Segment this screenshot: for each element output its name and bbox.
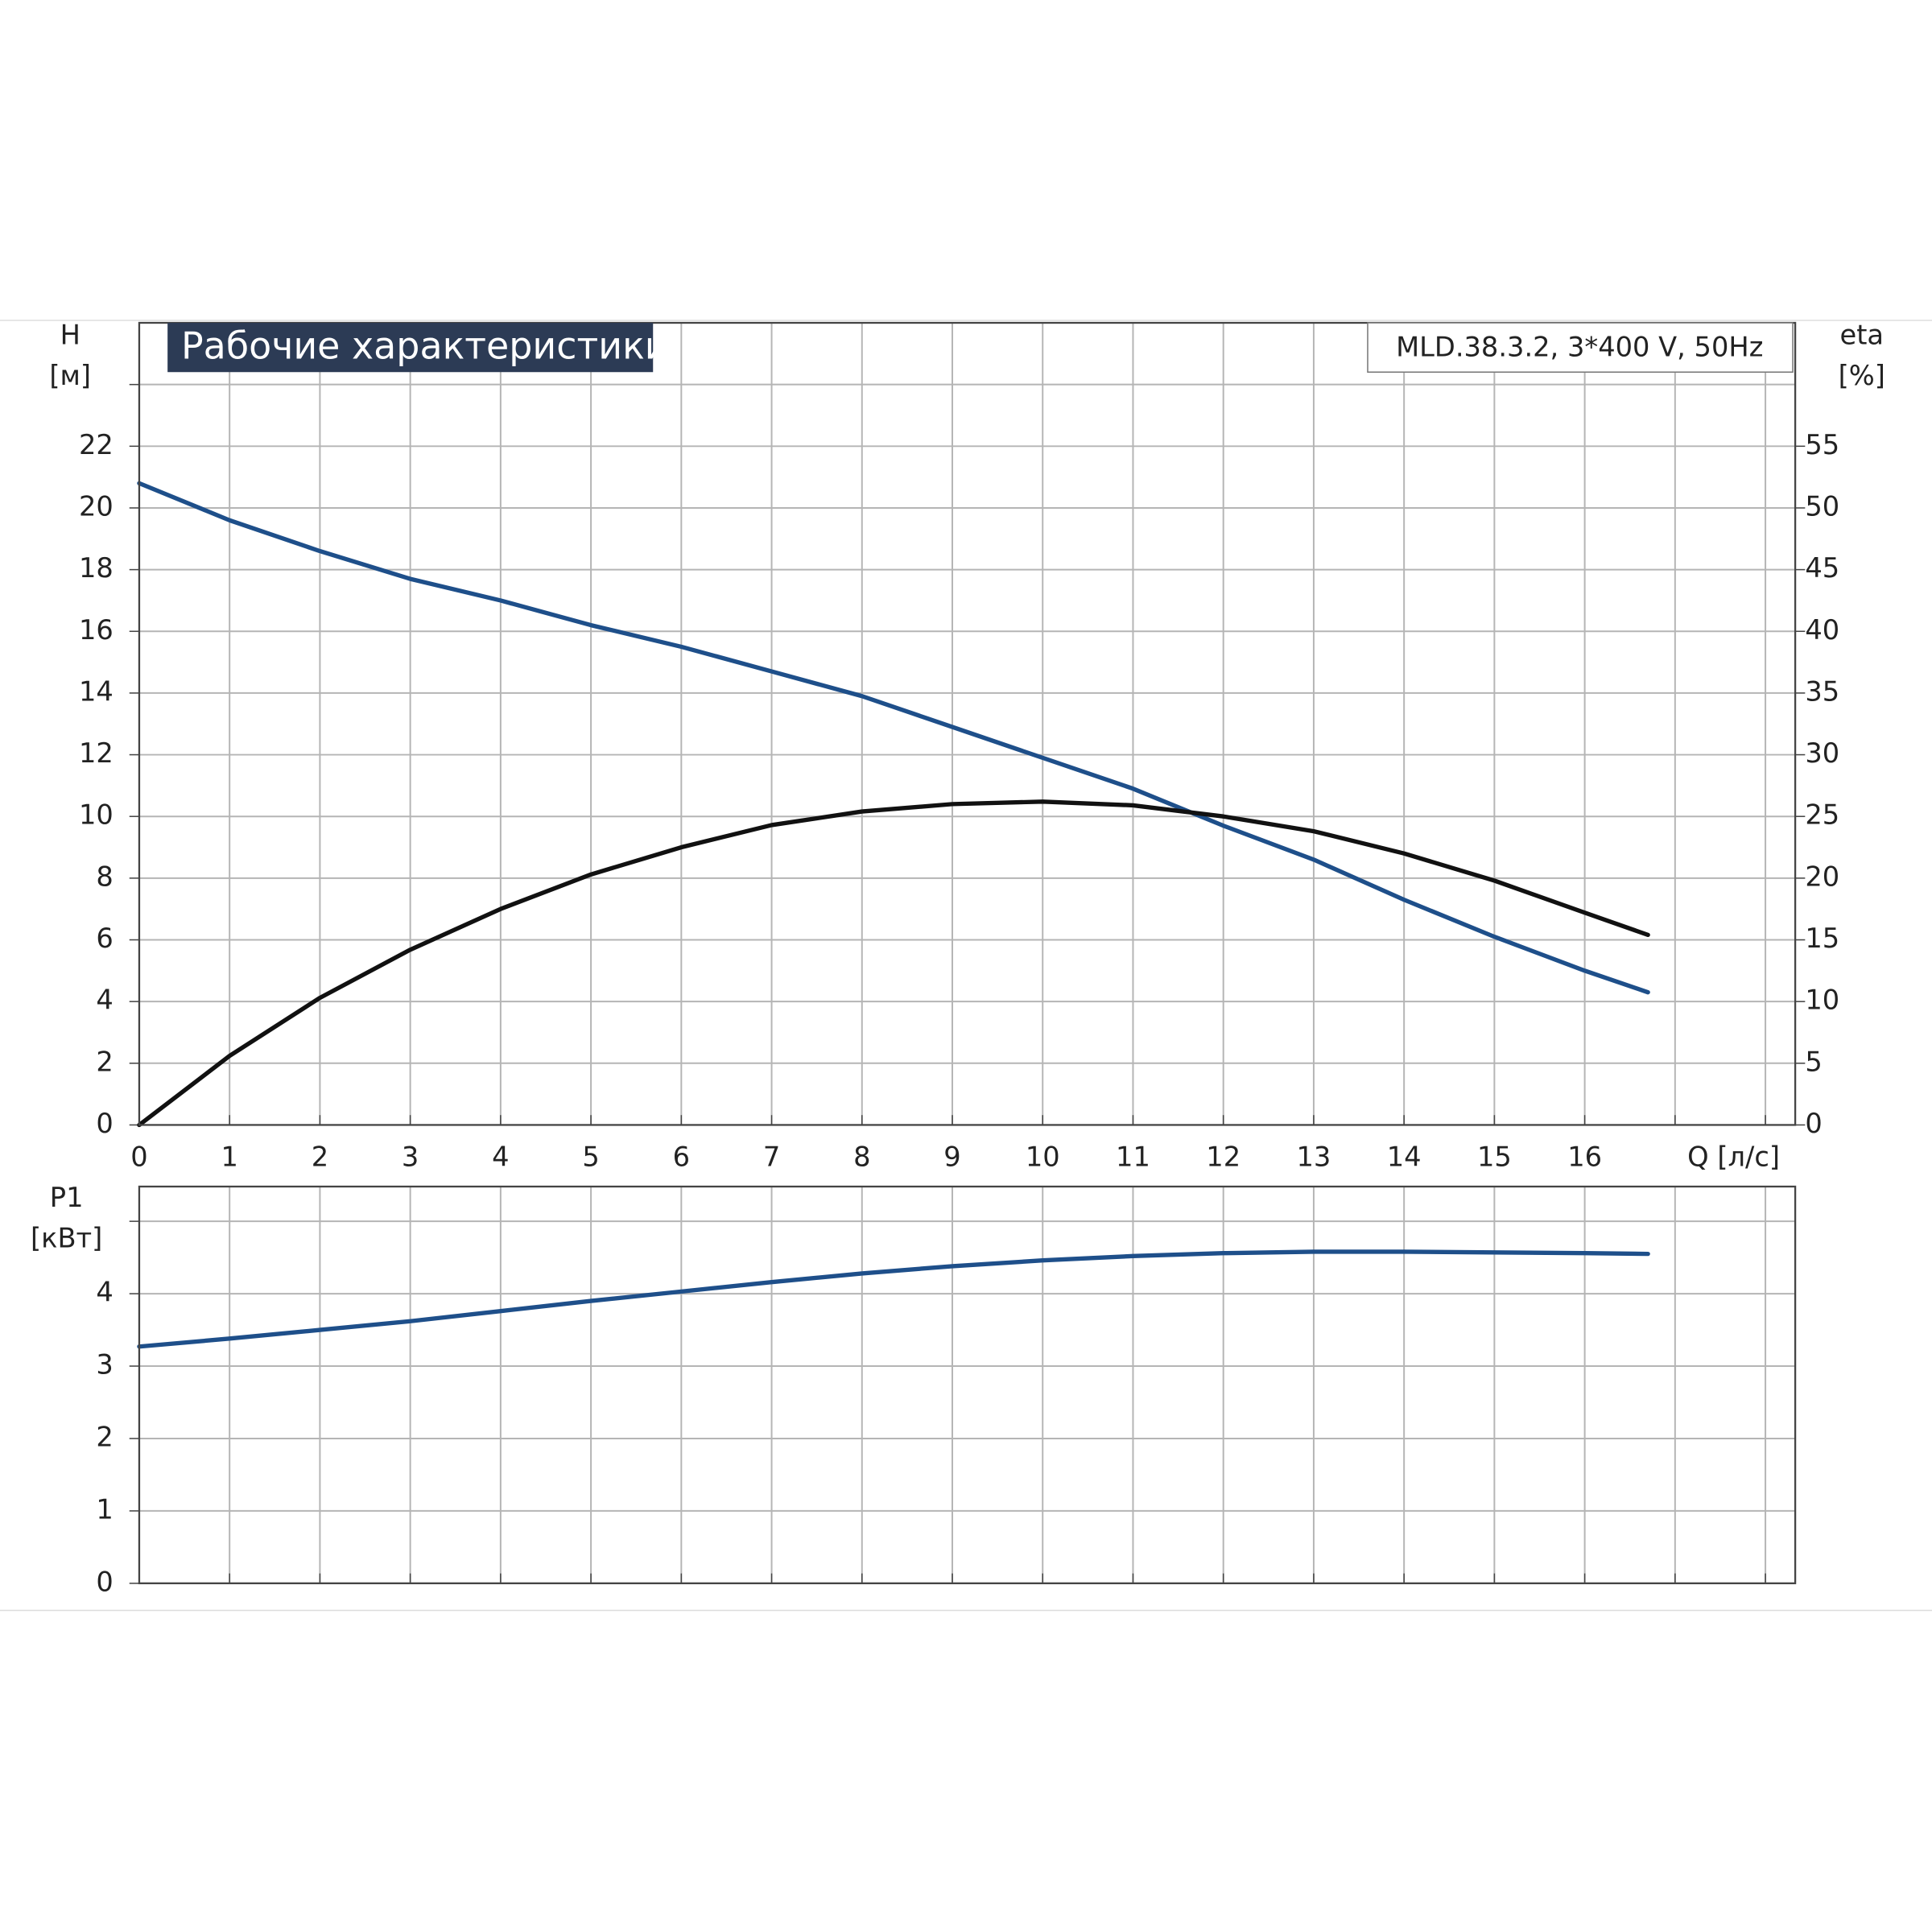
y-tick-label: 3 [96,1349,113,1381]
y-tick-label: 16 [79,614,114,646]
x-tick-label: 4 [492,1141,509,1172]
y-axis-label: H [60,319,80,350]
chart-title: Рабочие характеристики [181,324,669,368]
y-axis-unit: [кВт] [31,1222,102,1253]
y-tick-label: 4 [96,985,113,1016]
y-tick-label: 2 [96,1046,113,1077]
series-line [137,1249,1650,1349]
lines [137,481,1650,1349]
x-tick-label: 16 [1567,1141,1602,1172]
y2-tick-label: 40 [1805,614,1839,646]
y-tick-label: 10 [79,799,114,831]
plot-frame [138,321,1797,1126]
y2-tick-label: 10 [1805,985,1839,1016]
y2-axis-unit: [%] [1839,360,1885,391]
y-tick-label: 1 [96,1493,113,1525]
title-box [167,323,654,373]
annotation-box [1367,322,1794,374]
x-tick-label: 3 [402,1141,419,1172]
y-axis-unit: [м] [49,360,91,391]
y-tick-label: 2 [96,1421,113,1452]
y-axis-label: P1 [50,1182,84,1213]
y-tick-label: 20 [79,490,114,522]
x-tick-label: 6 [673,1141,690,1172]
x-tick-label: 14 [1387,1141,1422,1172]
annotation: MLD.38.3.2, 3*400 V, 50Hz [1396,332,1763,363]
y-tick-label: 22 [79,429,114,460]
plot-frame [138,1185,1797,1584]
y2-tick-label: 45 [1805,552,1839,584]
x-axis-label: Q [л/с] [1687,1141,1780,1172]
y2-tick-label: 35 [1805,675,1839,707]
y-tick-label: 18 [79,552,114,584]
series-line [137,481,1650,995]
y2-tick-label: 50 [1805,490,1839,522]
x-tick-label: 15 [1477,1141,1512,1172]
y2-tick-label: 20 [1805,861,1839,892]
x-tick-label: 10 [1026,1141,1060,1172]
y2-tick-label: 25 [1805,799,1839,831]
series-line [137,799,1650,1128]
x-tick-label: 13 [1297,1141,1331,1172]
y-tick-label: 4 [96,1277,113,1308]
y2-tick-label: 15 [1805,923,1839,954]
y-tick-label: 0 [96,1108,113,1139]
x-tick-label: 12 [1206,1141,1241,1172]
x-tick-label: 7 [763,1141,780,1172]
x-tick-label: 2 [312,1141,328,1172]
grids [129,323,1806,1584]
y-tick-label: 12 [79,737,114,769]
y-tick-label: 8 [96,861,113,892]
y2-axis-label: eta [1839,319,1884,350]
y-tick-label: 0 [96,1566,113,1597]
y2-tick-label: 5 [1805,1046,1822,1077]
x-tick-label: 5 [582,1141,599,1172]
x-tick-label: 1 [221,1141,237,1172]
x-tick-label: 9 [943,1141,960,1172]
y2-tick-label: 30 [1805,737,1839,769]
y-tick-label: 6 [96,923,113,954]
x-tick-label: 0 [130,1141,147,1172]
x-tick-label: 8 [853,1141,870,1172]
x-tick-label: 11 [1116,1141,1150,1172]
y2-tick-label: 0 [1805,1108,1822,1139]
y-tick-label: 14 [79,675,114,707]
y2-tick-label: 55 [1805,429,1839,460]
